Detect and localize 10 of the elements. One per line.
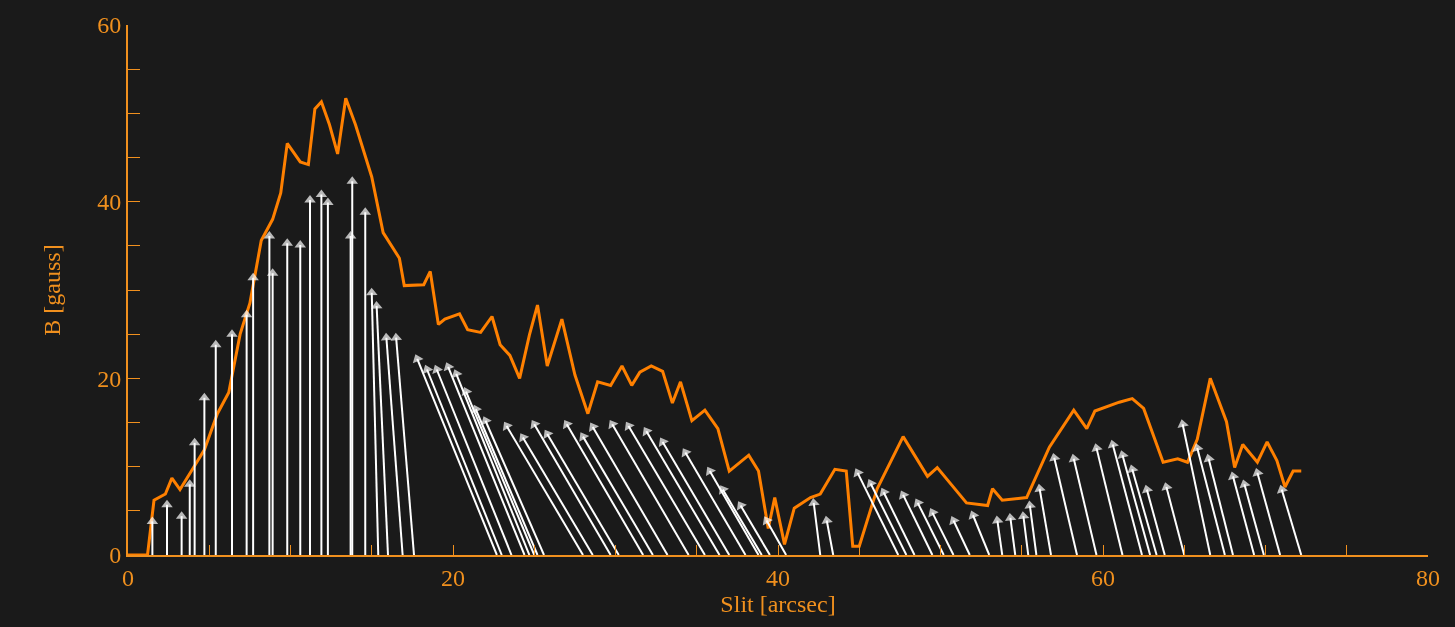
y-axis-title: B [gauss] [38, 244, 65, 336]
y-tick-label: 60 [97, 12, 122, 39]
x-tick-label: 40 [766, 564, 790, 591]
x-tick-label: 20 [441, 564, 465, 591]
y-tick-label: 0 [109, 542, 122, 569]
x-axis-title: Slit [arcsec] [720, 590, 836, 617]
x-tick-label: 60 [1091, 564, 1115, 591]
y-tick-label: 20 [97, 365, 122, 392]
x-tick-label: 80 [1416, 564, 1440, 591]
y-tick-label: 40 [97, 189, 122, 216]
